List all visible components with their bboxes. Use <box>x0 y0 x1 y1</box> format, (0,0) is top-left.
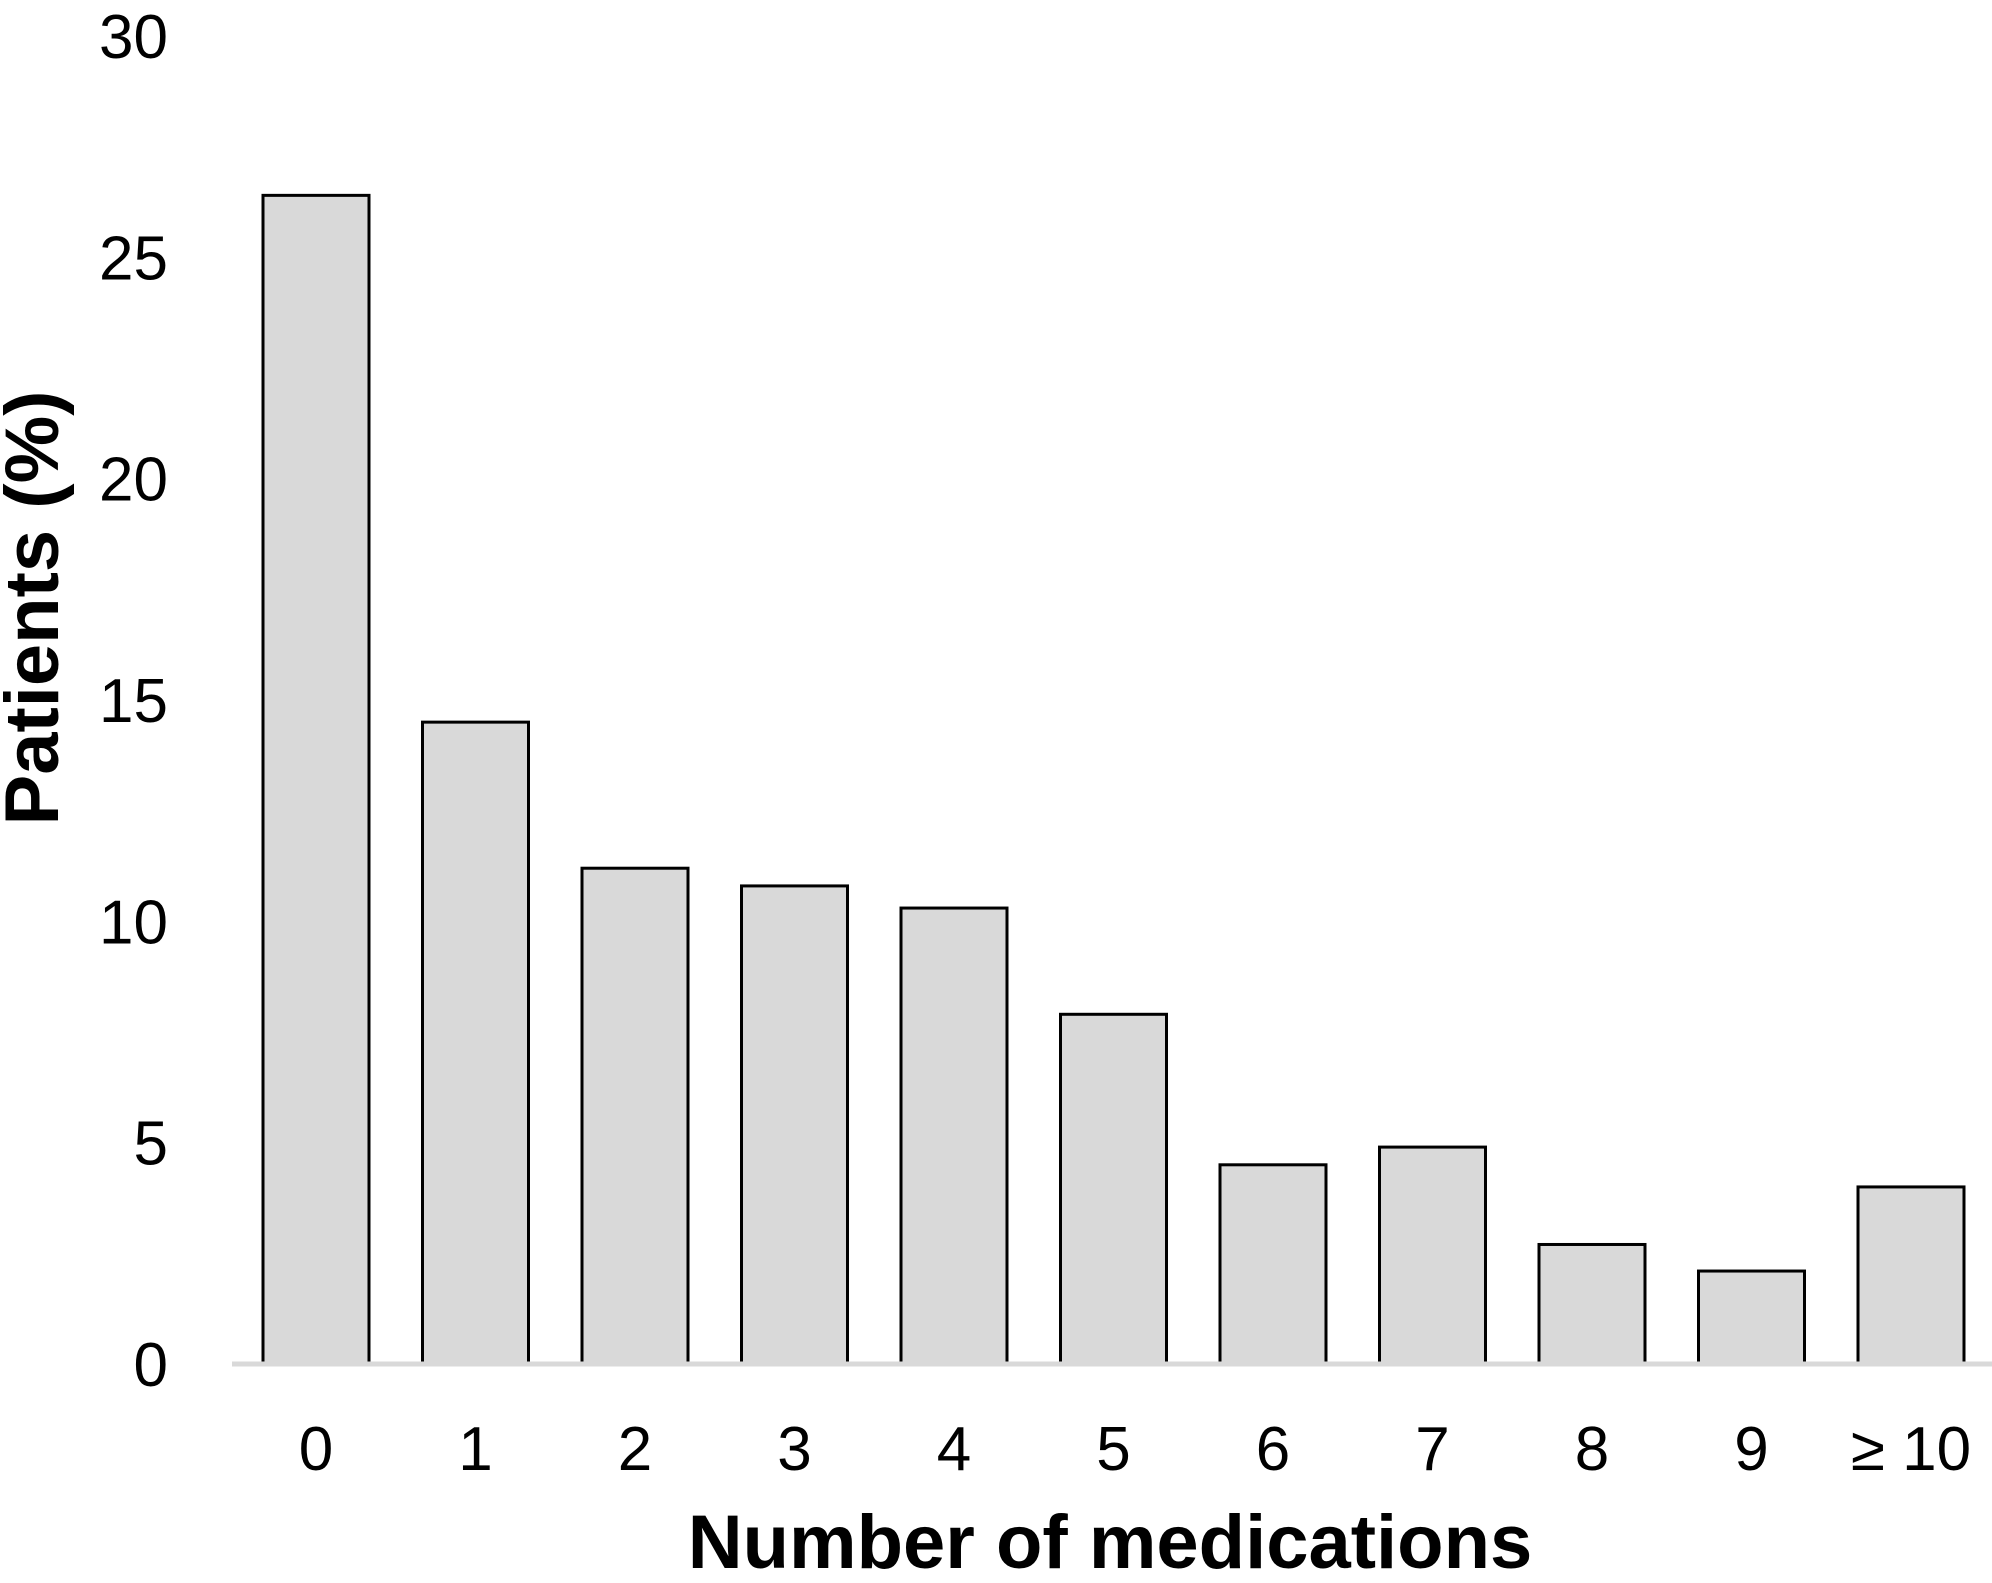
bar-7 <box>1378 1145 1487 1366</box>
x-tick-label: 0 <box>299 1415 333 1484</box>
y-tick-label: 0 <box>134 1331 168 1400</box>
bar-3 <box>740 884 849 1366</box>
bar-9 <box>1697 1269 1806 1366</box>
x-tick-label: 7 <box>1415 1415 1449 1484</box>
y-tick-label: 20 <box>99 446 168 515</box>
x-axis-title: Number of medications <box>688 1500 1533 1583</box>
bar-5 <box>1059 1012 1168 1366</box>
bar-4 <box>899 906 1009 1366</box>
y-axis-title: Patients (%) <box>0 391 75 826</box>
y-tick-label: 15 <box>99 667 168 736</box>
x-tick-label: 3 <box>777 1415 811 1484</box>
bar-2 <box>580 866 690 1366</box>
x-tick-label: 1 <box>458 1415 492 1484</box>
x-tick-label: ≥ 10 <box>1851 1415 1971 1484</box>
x-tick-label: 9 <box>1734 1415 1768 1484</box>
y-axis-ticks: 0 5 10 15 20 25 30 <box>99 3 168 1400</box>
bar-10 <box>1856 1185 1966 1366</box>
bars <box>261 193 1966 1366</box>
x-tick-label: 6 <box>1256 1415 1290 1484</box>
x-tick-label: 5 <box>1096 1415 1130 1484</box>
x-tick-label: 4 <box>937 1415 971 1484</box>
y-tick-label: 5 <box>134 1110 168 1179</box>
y-tick-label: 25 <box>99 224 168 293</box>
y-tick-label: 10 <box>99 888 168 957</box>
bar-0 <box>261 193 371 1366</box>
y-tick-label: 30 <box>99 3 168 72</box>
bar-1 <box>421 720 530 1366</box>
x-tick-label: 8 <box>1575 1415 1609 1484</box>
bar-6 <box>1218 1163 1328 1366</box>
x-tick-label: 2 <box>618 1415 652 1484</box>
bar-8 <box>1537 1242 1647 1366</box>
x-axis-ticks: 0 1 2 3 4 5 6 7 8 9 ≥ 10 <box>299 1415 1971 1484</box>
